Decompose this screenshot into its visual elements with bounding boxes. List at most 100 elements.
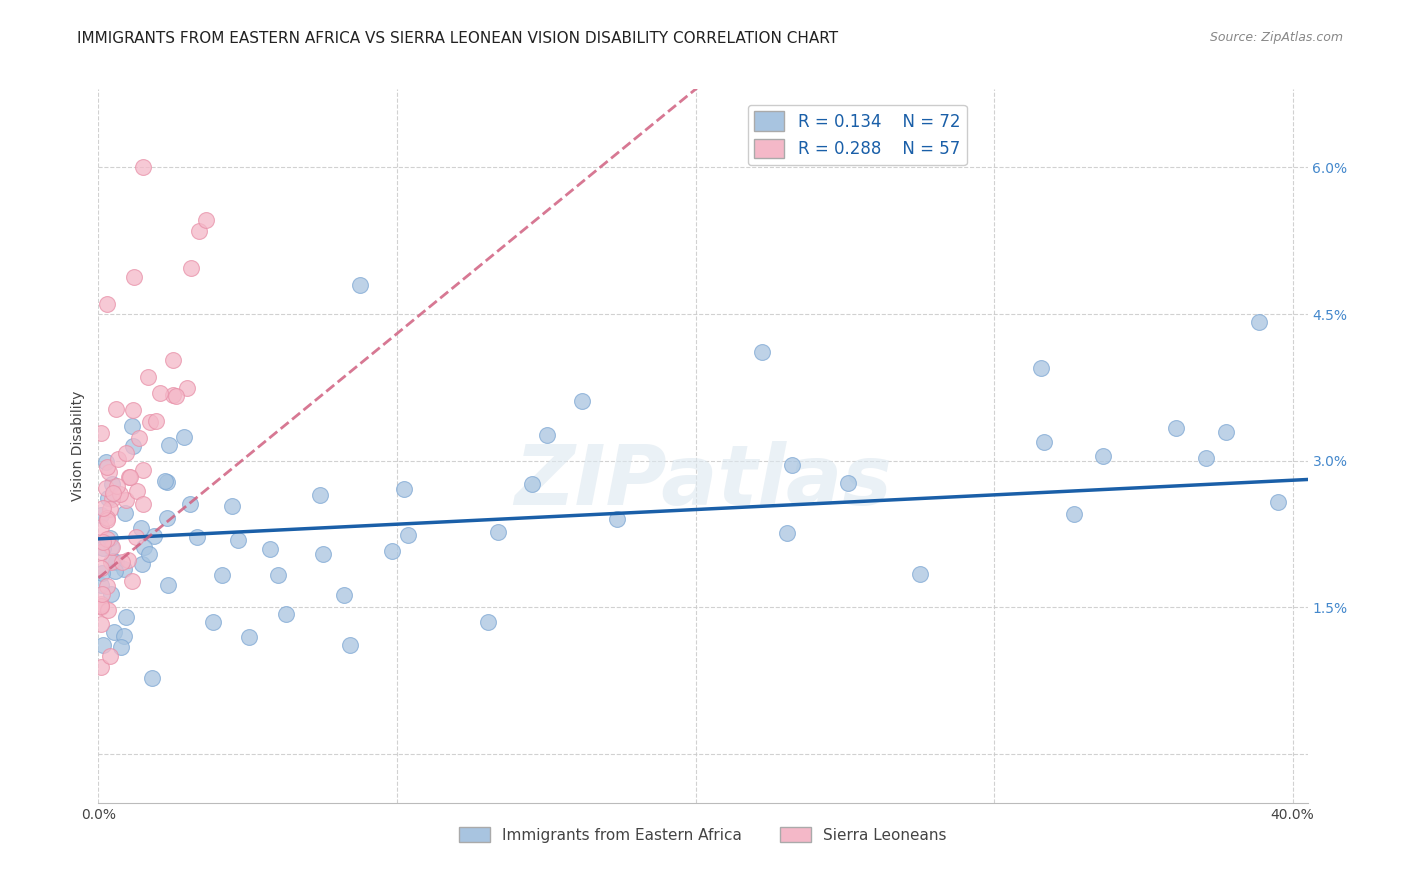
Point: [128, 431, 150, 445]
Point: [112, 562, 135, 576]
Point: [97, 491, 120, 506]
Point: [98, 465, 121, 479]
Point: [132, 463, 155, 477]
Point: [112, 629, 135, 643]
Point: [221, 499, 243, 513]
Point: [776, 526, 799, 541]
Point: [98, 532, 121, 546]
Point: [129, 521, 152, 535]
Point: [226, 533, 249, 548]
Y-axis label: Vision Disability: Vision Disability: [72, 391, 86, 501]
Point: [91, 541, 114, 556]
Point: [157, 578, 180, 592]
Point: [238, 630, 260, 644]
Point: [149, 386, 172, 401]
Point: [141, 671, 163, 685]
Point: [155, 474, 177, 488]
Point: [349, 277, 371, 292]
Point: [98, 649, 121, 664]
Point: [117, 553, 139, 567]
Point: [176, 381, 198, 395]
Point: [90, 520, 112, 534]
Point: [122, 403, 145, 417]
Point: [114, 507, 136, 521]
Point: [1215, 425, 1237, 439]
Point: [124, 530, 146, 544]
Point: [105, 402, 128, 417]
Point: [105, 555, 128, 569]
Point: [139, 415, 162, 429]
Point: [120, 469, 142, 483]
Point: [90, 578, 112, 592]
Point: [1166, 421, 1188, 435]
Point: [107, 452, 129, 467]
Point: [132, 161, 155, 175]
Point: [115, 492, 138, 507]
Point: [908, 566, 931, 581]
Point: [477, 615, 499, 630]
Point: [162, 353, 184, 368]
Point: [101, 492, 124, 507]
Point: [162, 387, 184, 401]
Point: [309, 488, 332, 502]
Point: [145, 414, 167, 428]
Point: [188, 224, 211, 238]
Point: [108, 486, 131, 500]
Point: [173, 429, 195, 443]
Text: Source: ZipAtlas.com: Source: ZipAtlas.com: [1209, 31, 1343, 45]
Point: [837, 475, 859, 490]
Point: [751, 344, 773, 359]
Point: [121, 419, 143, 434]
Point: [274, 607, 297, 622]
Point: [266, 568, 288, 582]
Point: [101, 477, 124, 491]
Point: [165, 389, 187, 403]
Point: [332, 588, 354, 602]
Point: [94, 481, 117, 495]
Point: [1267, 495, 1289, 509]
Point: [91, 535, 114, 549]
Point: [118, 470, 141, 484]
Point: [1247, 316, 1270, 330]
Point: [259, 542, 281, 557]
Point: [186, 530, 208, 544]
Point: [138, 369, 160, 384]
Point: [90, 425, 112, 440]
Point: [115, 446, 138, 460]
Point: [114, 609, 136, 624]
Point: [339, 638, 361, 652]
Point: [396, 528, 419, 542]
Point: [101, 485, 124, 500]
Point: [131, 557, 153, 571]
Point: [90, 617, 112, 632]
Point: [780, 458, 803, 472]
Point: [90, 587, 112, 601]
Point: [110, 640, 132, 654]
Point: [122, 269, 145, 284]
Text: ZIPatlas: ZIPatlas: [515, 442, 891, 522]
Text: IMMIGRANTS FROM EASTERN AFRICA VS SIERRA LEONEAN VISION DISABILITY CORRELATION C: IMMIGRANTS FROM EASTERN AFRICA VS SIERRA…: [77, 31, 838, 46]
Point: [96, 579, 118, 593]
Point: [211, 568, 233, 582]
Point: [90, 660, 112, 674]
Point: [202, 615, 225, 630]
Point: [90, 508, 112, 522]
Point: [91, 501, 114, 516]
Point: [157, 438, 180, 452]
Point: [156, 475, 179, 490]
Point: [122, 439, 145, 453]
Point: [132, 540, 155, 554]
Point: [1063, 508, 1085, 522]
Point: [571, 394, 593, 409]
Point: [1195, 450, 1218, 465]
Point: [103, 554, 125, 568]
Point: [155, 511, 177, 525]
Point: [180, 261, 202, 276]
Point: [1029, 361, 1052, 376]
Point: [100, 541, 122, 555]
Point: [96, 532, 118, 546]
Point: [100, 541, 122, 555]
Point: [90, 598, 112, 612]
Point: [96, 297, 118, 311]
Point: [111, 555, 134, 569]
